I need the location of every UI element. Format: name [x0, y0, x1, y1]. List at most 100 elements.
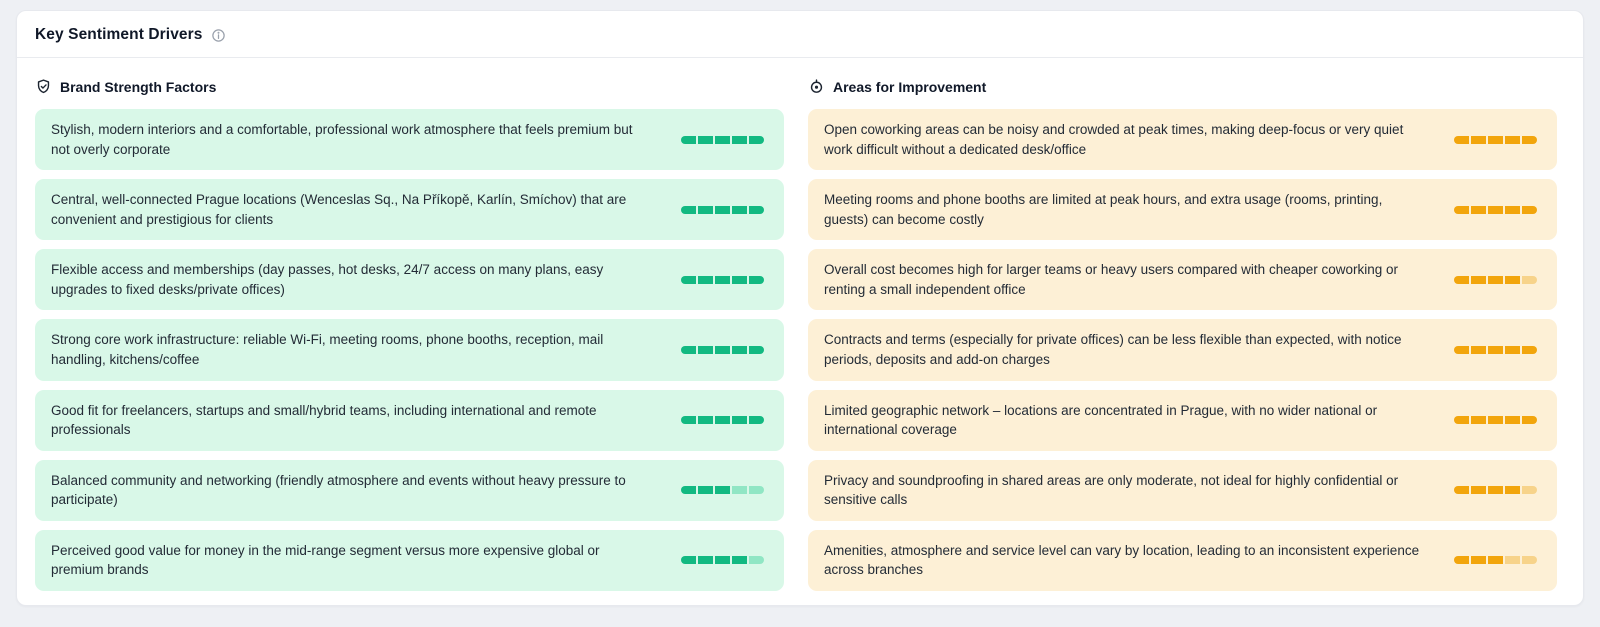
card-text: Open coworking areas can be noisy and cr…: [824, 122, 1404, 157]
sentiment-strength-bar: [681, 486, 764, 495]
bar-segment: [1454, 486, 1469, 495]
card-text: Balanced community and networking (frien…: [51, 472, 626, 508]
column-title: Areas for Improvement: [833, 78, 987, 95]
card-text: Privacy and soundproofing in shared area…: [824, 472, 1399, 508]
bar-segment: [1471, 486, 1486, 495]
bar-segment: [732, 205, 747, 214]
bar-segment: [1454, 416, 1469, 425]
bar-segment: [715, 556, 730, 565]
bar-segment: [715, 135, 730, 144]
bar-segment: [715, 205, 730, 214]
bar-segment: [681, 205, 696, 214]
bar-segment: [1471, 416, 1486, 425]
bar-segment: [1454, 556, 1469, 565]
bar-segment: [1471, 345, 1486, 354]
bar-segment: [1488, 275, 1503, 284]
bar-segment: [732, 275, 747, 284]
brand-strengths-card: Balanced community and networking (frien…: [35, 459, 784, 521]
card-text: Flexible access and memberships (day pas…: [51, 262, 604, 297]
sentiment-strength-bar: [681, 556, 764, 565]
brand-strengths-list: Stylish, modern interiors and a comforta…: [35, 109, 784, 591]
key-sentiment-drivers-panel: Key Sentiment Drivers Brand Strength Fac…: [16, 10, 1584, 606]
bar-segment: [1454, 275, 1469, 284]
bar-segment: [681, 556, 696, 565]
card-text: Meeting rooms and phone booths are limit…: [824, 192, 1383, 227]
card-text: Good fit for freelancers, startups and s…: [51, 402, 597, 438]
bar-segment: [1488, 205, 1503, 214]
bar-segment: [1471, 556, 1486, 565]
bar-segment: [749, 205, 764, 214]
bar-segment: [1522, 416, 1537, 425]
bar-segment: [715, 345, 730, 354]
bar-segment: [1454, 135, 1469, 144]
brand-strengths-card: Perceived good value for money in the mi…: [35, 529, 784, 591]
card-text: Amenities, atmosphere and service level …: [824, 542, 1420, 578]
location-target-icon: [808, 78, 825, 95]
sentiment-strength-bar: [1454, 556, 1537, 565]
bar-segment: [1505, 135, 1520, 144]
sentiment-strength-bar: [1454, 205, 1537, 214]
bar-segment: [749, 486, 764, 495]
column-brand-strengths: Brand Strength Factors Stylish, modern i…: [35, 76, 784, 591]
sentiment-strength-bar: [681, 135, 764, 144]
card-text: Contracts and terms (especially for priv…: [824, 332, 1402, 367]
brand-strengths-card: Good fit for freelancers, startups and s…: [35, 389, 784, 451]
sentiment-strength-bar: [1454, 486, 1537, 495]
sentiment-strength-bar: [681, 275, 764, 284]
card-text: Central, well-connected Prague locations…: [51, 192, 627, 227]
bar-segment: [715, 275, 730, 284]
bar-segment: [1522, 275, 1537, 284]
bar-segment: [1454, 205, 1469, 214]
brand-strengths-card: Strong core work infrastructure: reliabl…: [35, 319, 784, 381]
column-title: Brand Strength Factors: [60, 78, 217, 95]
bar-segment: [749, 135, 764, 144]
sentiment-strength-bar: [1454, 275, 1537, 284]
bar-segment: [715, 486, 730, 495]
brand-strengths-header: Brand Strength Factors: [35, 78, 784, 95]
card-text: Limited geographic network – locations a…: [824, 402, 1378, 438]
bar-segment: [1522, 135, 1537, 144]
areas-improvement-card: Contracts and terms (especially for priv…: [808, 319, 1557, 381]
info-icon[interactable]: [211, 27, 227, 43]
bar-segment: [1505, 486, 1520, 495]
bar-segment: [698, 345, 713, 354]
card-text: Stylish, modern interiors and a comforta…: [51, 122, 633, 157]
bar-segment: [1522, 345, 1537, 354]
panel-header: Key Sentiment Drivers: [17, 11, 1583, 58]
bar-segment: [715, 416, 730, 425]
bar-segment: [1471, 275, 1486, 284]
bar-segment: [1522, 205, 1537, 214]
bar-segment: [1505, 345, 1520, 354]
bar-segment: [749, 345, 764, 354]
bar-segment: [1471, 205, 1486, 214]
areas-improvement-card: Amenities, atmosphere and service level …: [808, 529, 1557, 591]
brand-strengths-card: Flexible access and memberships (day pas…: [35, 249, 784, 311]
bar-segment: [1505, 416, 1520, 425]
sentiment-strength-bar: [1454, 345, 1537, 354]
panel-title: Key Sentiment Drivers: [35, 26, 203, 43]
bar-segment: [698, 416, 713, 425]
panel-body: Brand Strength Factors Stylish, modern i…: [17, 58, 1583, 605]
sentiment-strength-bar: [1454, 135, 1537, 144]
bar-segment: [1505, 556, 1520, 565]
bar-segment: [1471, 135, 1486, 144]
bar-segment: [1505, 275, 1520, 284]
bar-segment: [698, 556, 713, 565]
bar-segment: [732, 416, 747, 425]
card-text: Strong core work infrastructure: reliabl…: [51, 332, 604, 367]
shield-check-icon: [35, 78, 52, 95]
column-areas-improvement: Areas for Improvement Open coworking are…: [808, 76, 1557, 591]
bar-segment: [749, 275, 764, 284]
bar-segment: [681, 135, 696, 144]
areas-improvement-card: Meeting rooms and phone booths are limit…: [808, 179, 1557, 241]
bar-segment: [1488, 486, 1503, 495]
bar-segment: [681, 416, 696, 425]
bar-segment: [1454, 345, 1469, 354]
bar-segment: [1505, 205, 1520, 214]
bar-segment: [732, 486, 747, 495]
sentiment-strength-bar: [1454, 416, 1537, 425]
bar-segment: [681, 486, 696, 495]
bar-segment: [1488, 556, 1503, 565]
bar-segment: [681, 345, 696, 354]
bar-segment: [1522, 556, 1537, 565]
